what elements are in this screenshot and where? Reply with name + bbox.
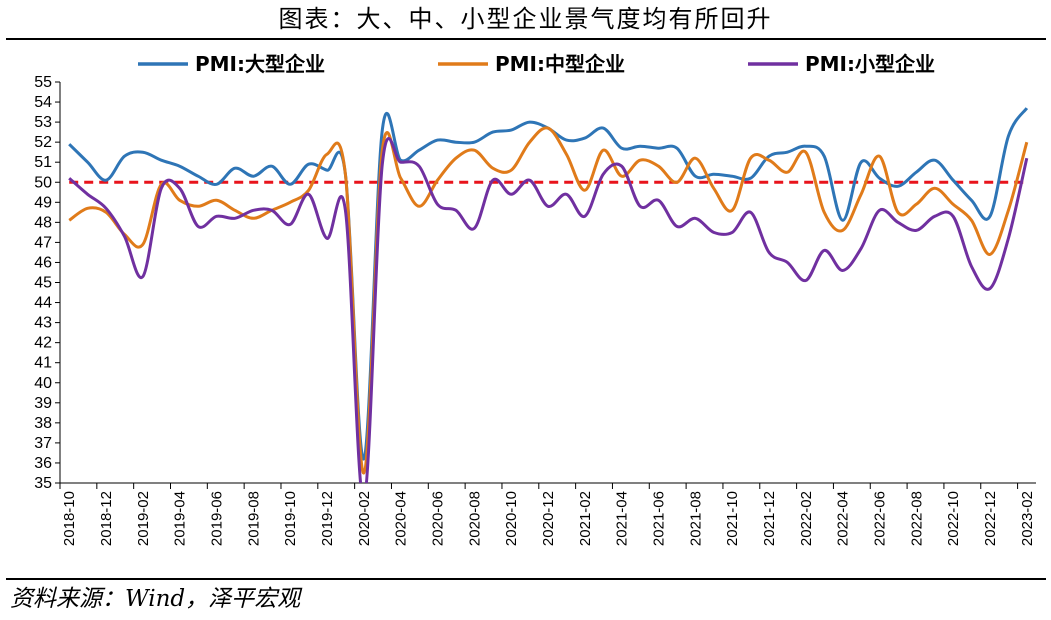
- x-tick-label: 2020-06: [430, 491, 447, 546]
- x-tick-label: 2021-10: [724, 491, 741, 546]
- legend-label-small-enterprise: PMI:小型企业: [805, 52, 935, 76]
- x-tick-label: 2022-02: [798, 491, 815, 546]
- x-tick-label: 2020-12: [540, 491, 557, 546]
- series-line-large-enterprise: [68, 107, 1029, 461]
- x-tick-label: 2020-10: [503, 491, 520, 546]
- y-axis: 35 36 37 38 39 40 41 42 43 44 45 46 47 48 49 50 51 52 53 54…: [34, 74, 61, 492]
- x-tick-label: 2022-08: [908, 491, 925, 546]
- y-tick-label: 50: [34, 174, 52, 191]
- x-tick-label: 2019-12: [319, 491, 336, 546]
- x-tick-label: 2021-04: [614, 491, 631, 546]
- legend-label-medium-enterprise: PMI:中型企业: [495, 52, 625, 76]
- y-tick-label: 55: [34, 74, 52, 91]
- x-tick-label: 2022-10: [945, 491, 962, 546]
- y-tick-label: 43: [34, 315, 52, 332]
- series-line-small-enterprise: [68, 137, 1029, 483]
- y-tick-label: 51: [34, 154, 52, 171]
- y-tick-label: 42: [34, 335, 52, 352]
- y-tick-label: 37: [34, 435, 52, 452]
- x-axis: 2018-10 2018-12 2019-02 2019-04 2019-06 2019-…: [59, 482, 1036, 546]
- x-tick-label: 2021-06: [650, 491, 667, 546]
- x-tick-label: 2023-02: [1019, 491, 1036, 546]
- x-tick-label: 2019-04: [172, 491, 189, 546]
- y-tick-label: 41: [34, 355, 52, 372]
- y-tick-label: 48: [34, 214, 52, 231]
- x-tick-label: 2019-10: [282, 491, 299, 546]
- y-tick-label: 35: [34, 475, 52, 492]
- y-tick-label: 40: [34, 375, 52, 392]
- y-tick-label: 44: [34, 295, 52, 312]
- source-note: 资料来源：Wind，泽平宏观: [10, 586, 301, 612]
- x-tick-label: 2020-02: [356, 491, 373, 546]
- x-tick-label: 2021-08: [687, 491, 704, 546]
- y-tick-label: 47: [34, 234, 52, 251]
- y-tick-label: 36: [34, 455, 52, 472]
- x-tick-label: 2018-10: [61, 491, 78, 546]
- legend: PMI:大型企业 PMI:中型企业 PMI:小型企业: [138, 52, 935, 76]
- x-tick-label: 2022-04: [835, 491, 852, 546]
- y-tick-label: 52: [34, 134, 52, 151]
- footer-rule: [6, 578, 1046, 580]
- series-line-medium-enterprise: [68, 126, 1029, 475]
- series-lines: [68, 107, 1029, 483]
- x-tick-label: 2021-02: [577, 491, 594, 546]
- legend-label-large-enterprise: PMI:大型企业: [195, 52, 325, 76]
- x-tick-label: 2018-12: [98, 491, 115, 546]
- y-tick-label: 49: [34, 194, 52, 211]
- x-tick-label: 2021-12: [761, 491, 778, 546]
- y-tick-label: 46: [34, 254, 52, 271]
- x-tick-label: 2020-04: [393, 491, 410, 546]
- y-tick-label: 38: [34, 415, 52, 432]
- y-tick-label: 39: [34, 395, 52, 412]
- x-tick-label: 2022-06: [871, 491, 888, 546]
- x-tick-label: 2019-06: [209, 491, 226, 546]
- y-tick-label: 53: [34, 114, 52, 131]
- x-tick-label: 2022-12: [982, 491, 999, 546]
- x-tick-label: 2019-02: [135, 491, 152, 546]
- x-tick-label: 2019-08: [245, 491, 262, 546]
- title-rule: [6, 38, 1046, 40]
- x-tick-label: 2020-08: [466, 491, 483, 546]
- y-tick-label: 45: [34, 275, 52, 292]
- chart-title: 图表：大、中、小型企业景气度均有所回升: [278, 5, 773, 33]
- y-tick-label: 54: [34, 94, 52, 111]
